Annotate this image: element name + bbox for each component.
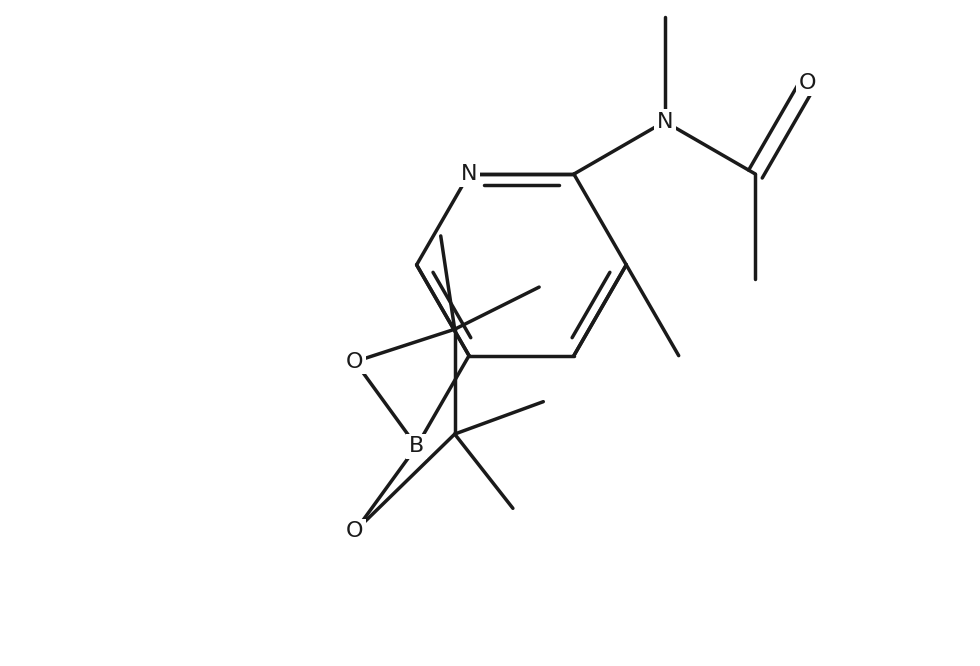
- Text: O: O: [346, 352, 364, 372]
- Text: O: O: [799, 73, 816, 93]
- Text: N: N: [461, 164, 477, 184]
- Text: O: O: [346, 521, 364, 541]
- Text: B: B: [409, 436, 424, 456]
- Text: N: N: [657, 112, 673, 132]
